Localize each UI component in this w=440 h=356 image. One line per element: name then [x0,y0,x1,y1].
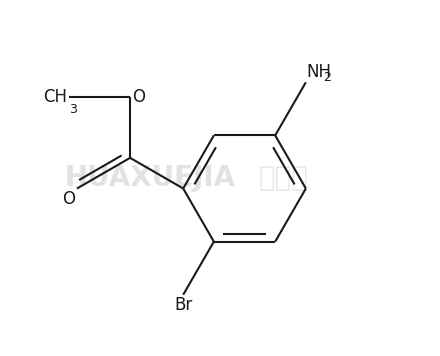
Text: Br: Br [174,297,192,314]
Text: HUAXUEJIA: HUAXUEJIA [64,164,235,192]
Text: 2: 2 [323,71,330,84]
Text: CH: CH [43,88,67,105]
Text: 化学加: 化学加 [258,164,308,192]
Text: O: O [132,88,145,105]
Text: NH: NH [307,63,332,80]
Text: 3: 3 [69,103,77,116]
Text: O: O [62,190,75,208]
